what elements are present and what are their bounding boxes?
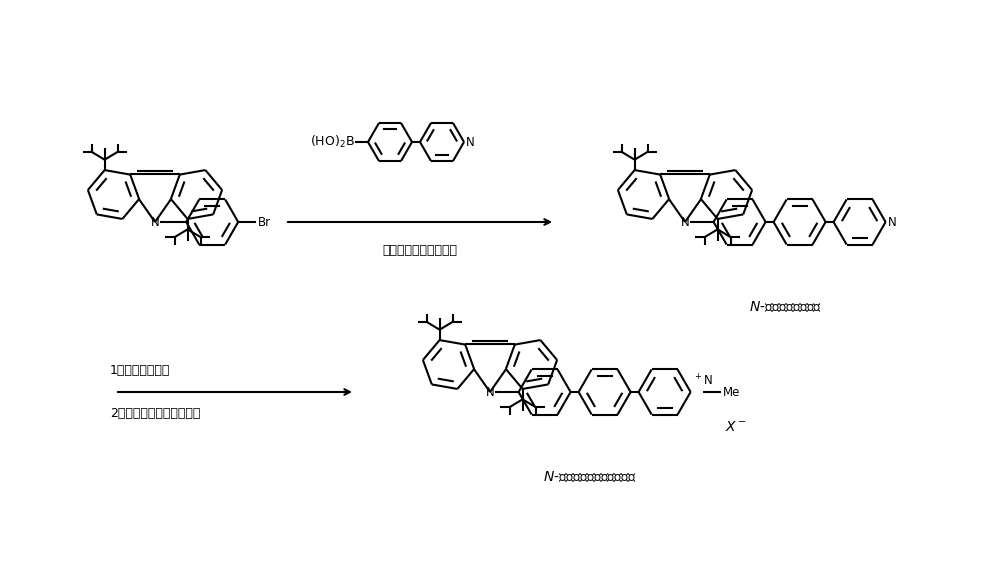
Text: $\it{N}$-芳基取代咔唑类荧光探针: $\it{N}$-芳基取代咔唑类荧光探针 xyxy=(543,470,637,484)
Text: Me: Me xyxy=(723,385,740,399)
Text: $X^-$: $X^-$ xyxy=(725,420,747,434)
Text: $^+$N: $^+$N xyxy=(693,374,713,389)
Text: 1）碊甲烷，溶剑: 1）碊甲烷，溶剑 xyxy=(110,364,170,377)
Text: N: N xyxy=(888,215,896,228)
Text: N: N xyxy=(681,215,689,228)
Text: N: N xyxy=(486,385,494,399)
Text: 2）銀盐，二氯甲烷，甲醇: 2）銀盐，二氯甲烷，甲醇 xyxy=(110,407,200,420)
Text: (HO)$_2$B: (HO)$_2$B xyxy=(310,134,355,150)
Text: $\it{N}$-芳基取代咔唑前体: $\it{N}$-芳基取代咔唑前体 xyxy=(749,299,822,314)
Text: N: N xyxy=(151,215,159,228)
Text: N: N xyxy=(466,136,475,148)
Text: 催化剂，添加剑，溶剑: 催化剂，添加剑，溶剑 xyxy=(382,244,458,257)
Text: Br: Br xyxy=(258,215,271,228)
